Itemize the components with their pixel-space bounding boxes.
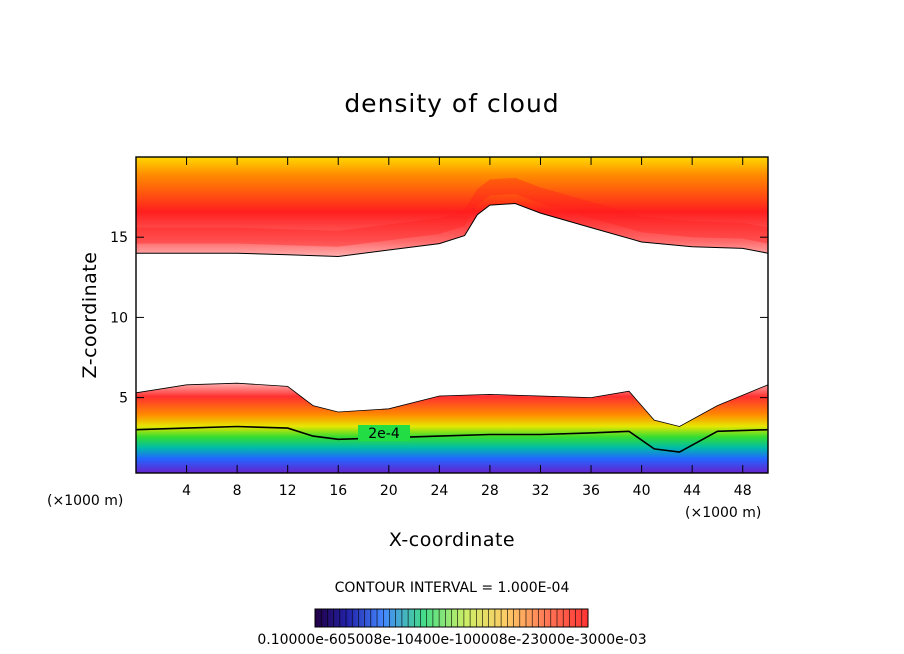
lower-cloud-layer <box>136 383 768 473</box>
colorbar-labels: 0.10000e-605008e-10400e-100008e-23000e-3… <box>257 632 646 648</box>
lower-cloud-top-contour <box>136 382 768 427</box>
upper-cloud-layer <box>136 157 768 257</box>
contour-label: 2e-4 <box>368 426 400 442</box>
x-tick-label: 8 <box>233 483 242 499</box>
x-tick-label: 48 <box>734 483 752 499</box>
y-tick-label: 5 <box>119 391 128 407</box>
x-tick-label: 32 <box>532 483 550 499</box>
x-tick-label: 36 <box>582 483 600 499</box>
x-axis: 4 8 12 16 20 24 28 32 36 40 44 48 <box>182 157 752 499</box>
plot-area: 2e-4 <box>136 157 768 473</box>
contour-label-bg <box>358 425 410 441</box>
x-tick-label: 28 <box>481 483 499 499</box>
x-tick-label: 24 <box>430 483 448 499</box>
x-unit-label-left: (×1000 m) <box>47 493 123 509</box>
colorbar-ticks <box>320 609 583 627</box>
upper-cloud-core-band <box>136 177 768 247</box>
y-axis-label: Z-coordinate <box>79 252 101 379</box>
x-tick-label: 44 <box>683 483 701 499</box>
y-tick-label: 15 <box>110 230 128 246</box>
contour-line-2e-4 <box>136 425 768 453</box>
contour-interval-text: CONTOUR INTERVAL = 1.000E-04 <box>335 580 570 596</box>
x-tick-label: 20 <box>380 483 398 499</box>
x-tick-label: 12 <box>279 483 297 499</box>
x-tick-label: 4 <box>182 483 191 499</box>
plot-frame <box>135 156 769 474</box>
x-unit-label-right: (×1000 m) <box>685 505 761 521</box>
y-axis: 5 10 15 <box>110 230 768 407</box>
y-tick-label: 10 <box>110 310 128 326</box>
x-axis-label: X-coordinate <box>389 529 515 551</box>
upper-cloud-base-contour <box>136 202 768 258</box>
chart-title: density of cloud <box>344 89 559 118</box>
x-tick-label: 16 <box>329 483 347 499</box>
x-tick-label: 40 <box>633 483 651 499</box>
